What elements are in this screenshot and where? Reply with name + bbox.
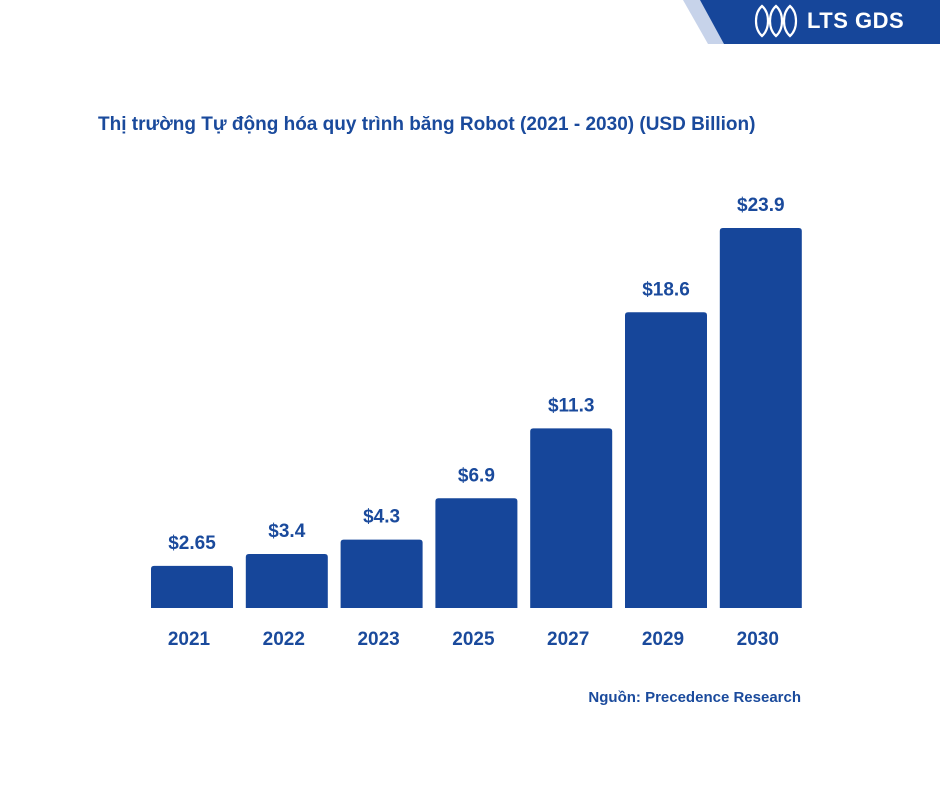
value-label-2021: $2.65 [168, 533, 216, 554]
value-label-2022: $3.4 [268, 521, 305, 542]
brand-banner [683, 0, 940, 44]
bars-group [151, 228, 802, 608]
bar-2021 [151, 565, 233, 608]
lts-gds-logo-icon [754, 4, 798, 38]
value-label-2027: $11.3 [548, 395, 595, 416]
source-note: Nguồn: Precedence Research [588, 689, 801, 706]
bar-2022 [245, 553, 328, 608]
bar-2030 [719, 228, 802, 608]
x-tick-label-2029: 2029 [642, 629, 684, 650]
x-tick-label-2027: 2027 [547, 629, 589, 650]
x-tick-label-2030: 2030 [737, 629, 779, 650]
value-label-2023: $4.3 [363, 507, 400, 528]
brand-name: LTS GDS [807, 8, 905, 33]
x-tick-label-2025: 2025 [452, 629, 495, 650]
x-tick-label-2023: 2023 [357, 629, 399, 650]
bar-2023 [340, 539, 423, 608]
x-tick-labels-group: 2021 2022 2023 2025 2027 2029 2030 [168, 629, 779, 650]
x-tick-label-2022: 2022 [263, 629, 305, 650]
value-label-2029: $18.6 [642, 279, 690, 300]
bar-2027 [530, 428, 613, 608]
value-label-2025: $6.9 [458, 465, 495, 486]
bar-2029 [625, 312, 707, 608]
bar-2025 [435, 498, 518, 608]
value-label-2030: $23.9 [737, 195, 785, 216]
value-labels-group: $2.65 $3.4 $4.3 $6.9 $11.3 $18.6 $23.9 [168, 195, 784, 554]
x-tick-label-2021: 2021 [168, 629, 211, 650]
chart-title: Thị trường Tự động hóa quy trình băng Ro… [98, 114, 756, 135]
